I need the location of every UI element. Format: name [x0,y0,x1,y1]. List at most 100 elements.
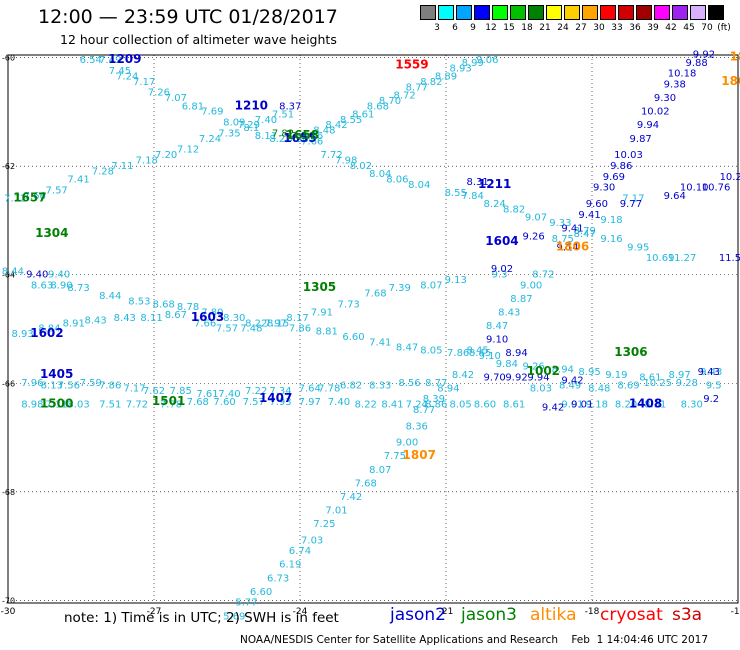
pass-time-label: 1209 [108,52,141,66]
scale-label: 18 [521,23,533,33]
wave-height-value: 8.98 [21,400,43,411]
scale-label: 70 [701,23,713,33]
lat-tick-label: -62 [2,162,15,171]
wave-height-value: 9.87 [630,134,652,145]
pass-time-label: 1559 [395,58,428,72]
wave-height-value: 6.74 [289,546,311,557]
wave-height-value: 8.55 [340,115,362,126]
scale-label: 3 [434,23,440,33]
wave-height-value: 9.26 [522,231,544,242]
wave-height-value: 5.77 [235,598,257,609]
lon-tick-label: -21 [439,607,454,617]
wave-height-value: 7.17 [133,77,155,88]
wave-height-value: 8.43 [114,313,136,324]
pass-time-label: 1305 [303,280,336,294]
wave-height-value: 8.22 [269,134,291,145]
wave-height-value: 7.57 [216,324,238,335]
lat-tick-label: -64 [2,271,15,280]
map-gridlines [7,55,739,603]
pass-time-label: 1306 [614,345,647,359]
lon-tick-label: -18 [585,607,600,617]
wave-height-value: 8.53 [128,297,150,308]
wave-height-value: 9.00 [520,280,542,291]
legend-altika: altika [530,605,577,625]
map-frame [7,54,739,604]
wave-height-value: 8.68 [367,101,389,112]
wave-height-value: 9.30 [654,93,676,104]
wave-height-value: 8.36 [301,131,323,142]
wave-height-value: 8.61 [639,373,661,384]
wave-height-value: 8.72 [532,269,554,280]
pass-time-label: 1501 [152,394,185,408]
scale-swatch [492,5,508,20]
wave-height-value: 7.29 [238,120,260,131]
wave-height-value: 8.17 [286,313,308,324]
wave-height-value: 11.27 [668,253,697,264]
wave-height-value: 8.47 [486,321,508,332]
scale-swatch [672,5,688,20]
wave-height-value: 8.87 [510,294,532,305]
wave-height-value: 9.5 [706,381,722,392]
wave-height-value: 8.03 [67,400,89,411]
wave-height-value: 7.64 [299,383,321,394]
wave-height-value: 8.43 [498,307,520,318]
wave-height-value: 8.78 [177,302,199,313]
scale-label: 21 [539,23,551,33]
wave-height-value: 7.57 [243,397,265,408]
wave-height-value: 9.86 [610,161,632,172]
wave-height-value: 9.43 [698,367,720,378]
map-border [7,54,739,604]
wave-height-value: 8.06 [386,175,408,186]
wave-height-value: 8.49 [559,381,581,392]
wave-height-value: 8.47 [396,343,418,354]
pass-time-label: 1002 [527,364,560,378]
pass-time-label: 1408 [629,397,662,411]
wave-height-value: 8.86 [425,400,447,411]
pass-time-label: 1655 [283,131,316,145]
wave-height-value: 9.13 [445,275,467,286]
pass-time-label: 1602 [30,326,63,340]
wave-height-value: 8.79 [574,226,596,237]
wave-height-value: 7.62 [143,386,165,397]
scale-label: 9 [470,23,476,33]
credit-line: NOAA/NESDIS Center for Satellite Applica… [240,634,708,646]
wave-height-value: 7.01 [325,505,347,516]
map-title: 12:00 — 23:59 UTC 01/28/2017 [38,6,338,28]
wave-height-value: 7.28 [92,166,114,177]
wave-height-value: 8.97 [668,370,690,381]
scale-label: 33 [611,23,623,33]
wave-height-value: 9.16 [600,234,622,245]
pass-time-label: 1500 [40,397,73,411]
wave-height-value: 9.00 [396,438,418,449]
wave-height-value: 7.45 [109,66,131,77]
wave-height-value: 7.72 [126,400,148,411]
scale-label: 15 [503,23,515,33]
wave-height-value: 8.11 [255,131,277,142]
lon-tick-label: -15 [731,607,740,617]
wave-height-value: 8.70 [379,96,401,107]
wave-height-value: 7.72 [321,150,343,161]
wave-height-value: 8.31 [644,400,666,411]
pass-time-label: 1807 [403,448,436,462]
pass-time-label: 1657 [13,190,46,204]
wave-height-value: 7.11 [111,161,133,172]
wave-height-value: 8.69 [617,381,639,392]
scale-swatch [510,5,526,20]
wave-height-value: 8.39 [423,394,445,405]
scale-label: 24 [557,23,569,33]
wave-height-value: 8.45 [467,345,489,356]
wave-height-value: 10.10 [680,183,709,194]
wave-height-value: 7.96 [21,378,43,389]
wave-height-value: 7.24 [199,134,221,145]
wave-height-value: 7.34 [269,386,291,397]
wave-height-value: 8.93 [11,329,33,340]
wave-height-value: 8.63 [31,280,53,291]
scale-swatch [600,5,616,20]
wave-height-value: 7.42 [340,492,362,503]
wave-height-value: 7.85 [170,386,192,397]
wave-height-value: 8.37 [279,101,301,112]
wave-height-value: 7.25 [313,519,335,530]
wave-height-value: 10.02 [641,107,670,118]
wave-height-value: 8.77 [425,378,447,389]
